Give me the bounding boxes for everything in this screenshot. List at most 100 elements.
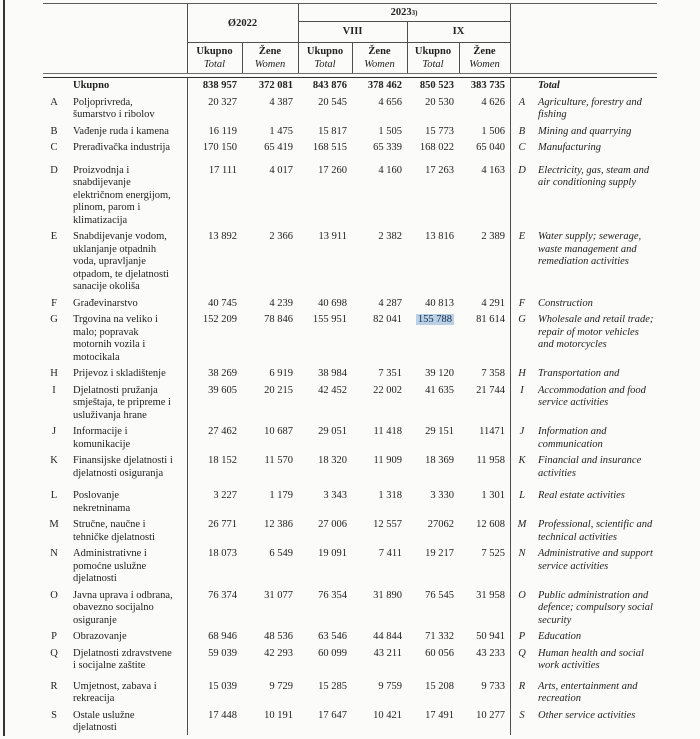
value-cell: 29 151: [425, 426, 454, 437]
value-cell: 18 320: [318, 455, 347, 466]
activity-row-B: B Vađenje ruda i kamena 16 119 1 475 15 817 1…: [43, 126, 657, 139]
activity-name-bs: Obrazovanje: [73, 631, 127, 642]
row-code-bs: C: [50, 142, 58, 153]
value-cell: 170 150: [202, 142, 237, 153]
activity-name-bs: Djelatnosti pružanja smještaja, te pripr…: [73, 384, 171, 421]
activity-row-O: O Javna uprava i odbrana, obavezno socija…: [43, 590, 657, 628]
value-cell: 81 614: [476, 314, 505, 325]
value-cell: 4 287: [378, 297, 402, 309]
row-code-bs: F: [51, 297, 57, 309]
value-cell: 71 332: [425, 631, 454, 642]
activity-name-en: Accommodation and food service activitie…: [538, 384, 646, 409]
activity-name-bs: Poljoprivreda, šumarstvo i ribolov: [73, 96, 155, 121]
value-cell: 4 656: [378, 96, 402, 108]
row-code-bs: M: [49, 519, 59, 530]
value-cell: 31 890: [373, 589, 402, 601]
activity-name-bs: Prijevoz i skladištenje: [73, 368, 166, 379]
value-cell: 16 119: [208, 125, 238, 137]
value-cell: 3 343: [323, 490, 347, 501]
value-cell: 42 293: [264, 647, 293, 659]
activity-name-en: Public administration and defence; compu…: [538, 589, 653, 626]
value-cell: 17 647: [318, 709, 347, 721]
value-cell: 68 946: [208, 631, 237, 642]
activity-name-en: Administrative and support service activ…: [538, 548, 653, 572]
row-code-en: R: [518, 680, 526, 692]
value-cell: 4 163: [481, 164, 505, 176]
activity-name-bs: Proizvodnja i snabdijevanje električnom …: [73, 164, 171, 226]
activity-name-en: Information and communication: [538, 426, 607, 450]
value-cell: 38 269: [208, 368, 237, 379]
value-cell: 10 421: [373, 709, 402, 721]
activity-row-J: J Informacije i komunikacije 27 462 10 687 2…: [43, 426, 657, 451]
value-cell: 39 120: [425, 368, 454, 379]
activity-row-E: E Snabdijevanje vodom, uklanjanje otpadni…: [43, 231, 657, 294]
value-cell: 17 448: [208, 709, 237, 721]
activity-row-C: C Prerađivačka industrija 170 150 65 419 168…: [43, 142, 657, 155]
value-cell: 10 277: [476, 709, 505, 721]
row-code-en: J: [519, 426, 525, 437]
table-body: Ukupno 838 957 372 081 843 876 378 462 8…: [43, 78, 657, 735]
row-code-en: K: [518, 455, 526, 466]
activity-name-bs: Građevinarstvo: [73, 297, 138, 309]
row-code-en: B: [518, 125, 526, 137]
selected-value: 155 788: [415, 314, 454, 325]
value-cell: 11471: [479, 426, 505, 437]
value-cell: 44 844: [373, 631, 402, 642]
value-cell: 13 911: [318, 231, 348, 242]
activity-row-P: P Obrazovanje 68 946 48 536 63 546 44 844 71 3…: [43, 631, 657, 644]
value-cell: 39 605: [208, 384, 237, 396]
activity-row-Q: Q Djelatnosti zdravstvene i socijalne zaš…: [43, 648, 657, 673]
value-cell: 15 773: [425, 125, 454, 137]
row-code-bs: H: [50, 368, 58, 379]
value-cell: 7 358: [481, 368, 505, 379]
value-cell: 50 941: [476, 631, 505, 642]
subheader-women: Žene Women: [242, 42, 298, 73]
value-cell: 20 545: [318, 96, 347, 108]
value-cell: 63 546: [318, 631, 347, 642]
activity-name-en: Financial and insurance activities: [538, 455, 642, 479]
value-cell: 12 557: [373, 519, 402, 530]
row-code-en: O: [518, 589, 526, 601]
value-cell: 60 099: [318, 647, 347, 659]
row-code-bs: Q: [50, 647, 58, 659]
value-cell: 18 073: [208, 548, 237, 559]
value-cell: 19 091: [318, 548, 347, 559]
row-code-en: S: [519, 709, 525, 721]
row-code-en: F: [518, 297, 526, 309]
value-cell: 40 698: [318, 297, 347, 309]
label-zene: Žene: [368, 46, 391, 57]
activity-name-en: Professional, scientific and technical a…: [538, 519, 653, 543]
subheader-total: Ukupno Total: [298, 42, 352, 73]
value-cell: 29 051: [318, 426, 347, 437]
label-ukupno: Ukupno: [196, 46, 233, 57]
value-cell: 378 462: [367, 80, 402, 91]
value-cell: 168 022: [419, 142, 454, 153]
value-cell: 2 366: [269, 231, 293, 242]
activity-row-M: M Stručne, naučne i tehničke djelatnosti 2…: [43, 519, 657, 544]
total-label-bs: Ukupno: [73, 80, 110, 91]
activity-name-en: Human health and social work activities: [538, 647, 644, 672]
value-cell: 1 318: [378, 490, 402, 501]
value-cell: 9 759: [378, 680, 402, 692]
value-cell: 838 957: [202, 80, 237, 91]
activity-name-bs: Poslovanje nekretninama: [73, 490, 131, 514]
row-code-bs: K: [50, 455, 58, 466]
value-cell: 9 733: [481, 680, 505, 692]
grid-line-vertical: [407, 21, 408, 73]
row-code-en: P: [518, 631, 526, 642]
row-code-en: C: [518, 142, 526, 153]
value-cell: 17 263: [425, 164, 454, 176]
subheader-women: Žene Women: [352, 42, 407, 73]
value-cell: 843 876: [312, 80, 347, 91]
row-code-bs: D: [50, 164, 58, 176]
row-code-en: M: [517, 519, 527, 530]
activity-name-bs: Trgovina na veliko i malo; popravak moto…: [73, 314, 158, 363]
value-cell: 11 958: [476, 455, 506, 466]
row-code-en: N: [518, 548, 526, 559]
row-code-bs: J: [51, 426, 57, 437]
activity-row-S: S Ostale uslužne djelatnosti 17 448 10 191 1…: [43, 710, 657, 735]
value-cell: 12 608: [476, 519, 505, 530]
value-cell: 19 217: [425, 548, 454, 559]
row-code-bs: O: [50, 589, 58, 601]
activity-name-en: Water supply; sewerage, waste management…: [538, 231, 642, 267]
